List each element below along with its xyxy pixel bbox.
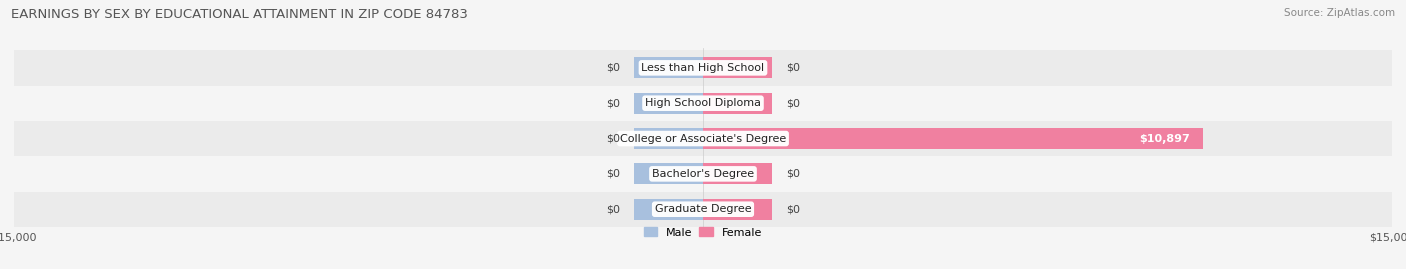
Text: EARNINGS BY SEX BY EDUCATIONAL ATTAINMENT IN ZIP CODE 84783: EARNINGS BY SEX BY EDUCATIONAL ATTAINMEN…: [11, 8, 468, 21]
Text: Bachelor's Degree: Bachelor's Degree: [652, 169, 754, 179]
Text: $0: $0: [606, 169, 620, 179]
Bar: [14, 156, 1392, 192]
Bar: [703, 93, 772, 114]
Bar: [634, 57, 703, 79]
Bar: [703, 128, 1204, 149]
Bar: [703, 163, 772, 185]
Bar: [703, 199, 772, 220]
Bar: [634, 199, 703, 220]
Bar: [634, 93, 703, 114]
Bar: [703, 57, 772, 79]
Bar: [634, 128, 703, 149]
Text: $0: $0: [606, 133, 620, 144]
Text: $0: $0: [786, 204, 800, 214]
Text: $10,897: $10,897: [1139, 133, 1189, 144]
Text: $0: $0: [786, 63, 800, 73]
Text: High School Diploma: High School Diploma: [645, 98, 761, 108]
Bar: [634, 163, 703, 185]
Text: College or Associate's Degree: College or Associate's Degree: [620, 133, 786, 144]
Text: $0: $0: [786, 169, 800, 179]
Text: $0: $0: [606, 204, 620, 214]
Bar: [14, 86, 1392, 121]
Text: $0: $0: [786, 98, 800, 108]
Text: Less than High School: Less than High School: [641, 63, 765, 73]
Legend: Male, Female: Male, Female: [644, 227, 762, 238]
Text: $0: $0: [606, 98, 620, 108]
Bar: [14, 192, 1392, 227]
Text: Graduate Degree: Graduate Degree: [655, 204, 751, 214]
Text: Source: ZipAtlas.com: Source: ZipAtlas.com: [1284, 8, 1395, 18]
Bar: [14, 50, 1392, 86]
Bar: [14, 121, 1392, 156]
Text: $0: $0: [606, 63, 620, 73]
